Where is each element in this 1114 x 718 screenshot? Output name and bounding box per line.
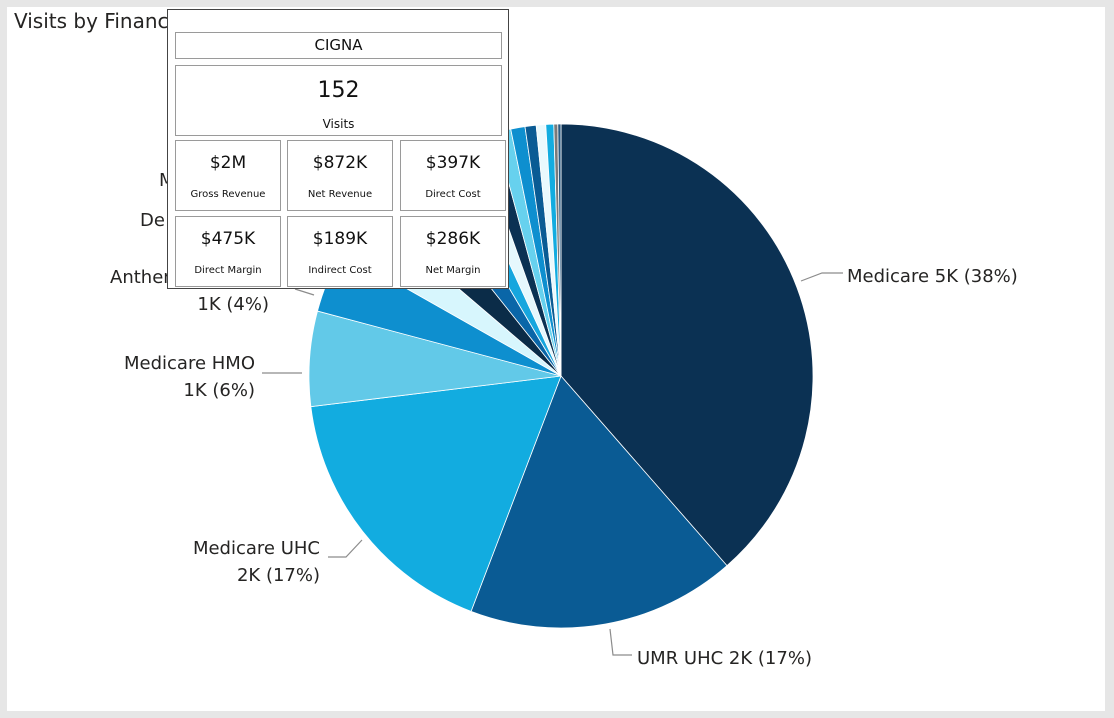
- metric-label: Indirect Cost: [308, 265, 372, 276]
- tooltip: CIGNA 152 Visits $2M Gross Revenue $872K…: [167, 9, 509, 289]
- tooltip-metric-card: $397K Direct Cost: [400, 140, 506, 211]
- label-umr-uhc: UMR UHC 2K (17%): [637, 648, 812, 669]
- metric-label: Gross Revenue: [190, 189, 266, 200]
- label-medicare-uhc-name: Medicare UHC: [193, 538, 320, 559]
- metric-label: Direct Margin: [194, 265, 262, 276]
- label-anthem-value: 1K (4%): [197, 294, 269, 315]
- tooltip-metric-card: $475K Direct Margin: [175, 216, 281, 287]
- tooltip-metric-card: $872K Net Revenue: [287, 140, 393, 211]
- metric-label: Net Margin: [425, 265, 481, 276]
- metric-value: $475K: [200, 229, 256, 249]
- tooltip-visits-card: 152 Visits: [175, 65, 502, 136]
- metric-label: Direct Cost: [425, 189, 481, 200]
- tooltip-visits-value: 152: [317, 78, 360, 103]
- leader-line-anthem: [294, 288, 315, 296]
- pie-slice-medicare-uhc[interactable]: [310, 375, 562, 612]
- pie-slice-medicare[interactable]: [560, 123, 814, 567]
- chart-panel: Visits by Financial Class Medicare 5K (3…: [7, 7, 1105, 711]
- tooltip-metric-card: $286K Net Margin: [400, 216, 506, 287]
- label-anthem-name: Anthem: [110, 267, 181, 288]
- metric-value: $872K: [312, 153, 368, 173]
- leader-line-umr-uhc: [609, 628, 632, 656]
- pie-slice-umr-uhc[interactable]: [470, 375, 728, 629]
- tooltip-metric-card: $189K Indirect Cost: [287, 216, 393, 287]
- label-medicare-uhc-value: 2K (17%): [237, 565, 320, 586]
- label-medicare: Medicare 5K (38%): [847, 266, 1018, 287]
- tooltip-name: CIGNA: [314, 36, 363, 54]
- tooltip-visits-label: Visits: [322, 117, 355, 131]
- metric-value: $2M: [209, 153, 247, 173]
- leader-line-medicare-uhc: [328, 539, 363, 558]
- label-medicare-hmo-value: 1K (6%): [183, 380, 255, 401]
- tooltip-metric-card: $2M Gross Revenue: [175, 140, 281, 211]
- metric-value: $286K: [425, 229, 481, 249]
- label-de: De: [140, 210, 165, 231]
- pie-slice-s18[interactable]: [557, 123, 562, 377]
- label-medicare-hmo-name: Medicare HMO: [124, 353, 255, 374]
- metric-label: Net Revenue: [307, 189, 373, 200]
- leader-line-medicare: [800, 272, 843, 282]
- metric-value: $397K: [425, 153, 481, 173]
- metric-value: $189K: [312, 229, 368, 249]
- tooltip-name-box: CIGNA: [175, 32, 502, 59]
